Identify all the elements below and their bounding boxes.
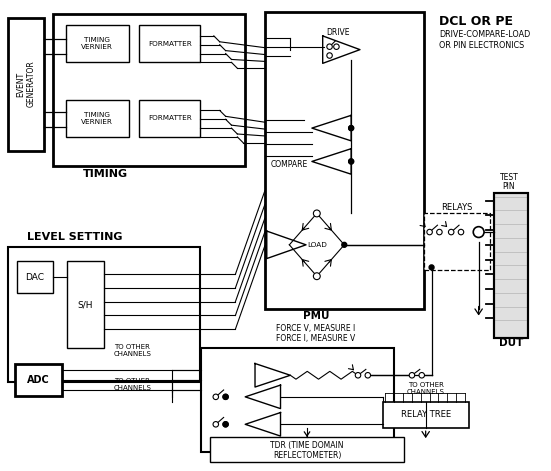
Circle shape xyxy=(349,126,354,130)
Text: REFLECTOMETER): REFLECTOMETER) xyxy=(273,451,341,460)
Text: DRIVE: DRIVE xyxy=(327,28,350,38)
Circle shape xyxy=(409,373,415,378)
Bar xyxy=(494,193,528,338)
Text: FORCE V, MEASURE I: FORCE V, MEASURE I xyxy=(276,324,355,333)
Text: FORMATTER: FORMATTER xyxy=(148,115,192,122)
Text: TEST: TEST xyxy=(500,173,518,182)
Text: LOAD: LOAD xyxy=(307,242,327,248)
Circle shape xyxy=(429,265,434,270)
Circle shape xyxy=(349,159,354,164)
Circle shape xyxy=(436,229,442,235)
Bar xyxy=(265,12,424,309)
Text: COMPARE: COMPARE xyxy=(271,160,308,169)
Bar xyxy=(210,437,404,462)
Circle shape xyxy=(223,422,228,427)
Circle shape xyxy=(365,373,371,378)
Circle shape xyxy=(342,243,347,247)
Text: EVENT
GENERATOR: EVENT GENERATOR xyxy=(16,61,35,107)
Bar xyxy=(8,18,44,151)
Text: TO OTHER
CHANNELS: TO OTHER CHANNELS xyxy=(114,344,152,357)
Bar xyxy=(201,348,395,452)
Circle shape xyxy=(314,210,320,217)
Circle shape xyxy=(355,373,361,378)
Circle shape xyxy=(419,373,424,378)
Circle shape xyxy=(223,422,228,427)
Bar xyxy=(66,100,129,137)
Bar xyxy=(17,261,53,293)
Bar xyxy=(8,247,200,382)
Text: LEVEL SETTING: LEVEL SETTING xyxy=(28,232,123,242)
Text: DCL OR PE: DCL OR PE xyxy=(439,15,514,28)
Circle shape xyxy=(473,227,484,237)
Circle shape xyxy=(427,229,433,235)
Text: DRIVE-COMPARE-LOAD: DRIVE-COMPARE-LOAD xyxy=(439,31,531,40)
Text: ADC: ADC xyxy=(27,375,50,385)
Text: FORCE I, MEASURE V: FORCE I, MEASURE V xyxy=(276,334,355,343)
Text: PIN: PIN xyxy=(503,182,515,191)
Circle shape xyxy=(213,422,219,427)
Bar xyxy=(139,25,200,62)
Bar xyxy=(15,365,62,396)
Text: TIMING
VERNIER: TIMING VERNIER xyxy=(81,37,113,50)
Text: TDR (TIME DOMAIN: TDR (TIME DOMAIN xyxy=(270,441,344,450)
Text: DAC: DAC xyxy=(25,273,44,282)
Circle shape xyxy=(334,44,339,49)
Circle shape xyxy=(327,53,332,58)
Text: TIMING: TIMING xyxy=(83,169,127,179)
Text: PMU: PMU xyxy=(302,311,329,321)
Text: DUT: DUT xyxy=(499,338,523,348)
Text: TO OTHER
CHANNELS: TO OTHER CHANNELS xyxy=(114,378,152,390)
Text: OR PIN ELECTRONICS: OR PIN ELECTRONICS xyxy=(439,41,525,50)
Circle shape xyxy=(449,229,454,235)
Text: TIMING
VERNIER: TIMING VERNIER xyxy=(81,112,113,125)
Text: TO OTHER
CHANNELS: TO OTHER CHANNELS xyxy=(407,382,445,395)
Bar xyxy=(53,14,245,166)
Bar xyxy=(67,261,104,348)
Circle shape xyxy=(314,273,320,280)
Circle shape xyxy=(223,394,228,399)
Circle shape xyxy=(349,159,354,164)
Circle shape xyxy=(213,394,219,399)
Bar xyxy=(494,193,528,338)
Bar xyxy=(424,213,490,270)
Circle shape xyxy=(458,229,464,235)
Bar xyxy=(382,402,469,428)
Text: S/H: S/H xyxy=(78,300,93,309)
Circle shape xyxy=(223,394,228,399)
Text: RELAYS: RELAYS xyxy=(441,203,473,212)
Bar xyxy=(139,100,200,137)
Circle shape xyxy=(327,44,332,49)
Text: RELAY TREE: RELAY TREE xyxy=(401,410,451,419)
Bar xyxy=(66,25,129,62)
Circle shape xyxy=(349,126,354,130)
Text: FORMATTER: FORMATTER xyxy=(148,41,192,47)
